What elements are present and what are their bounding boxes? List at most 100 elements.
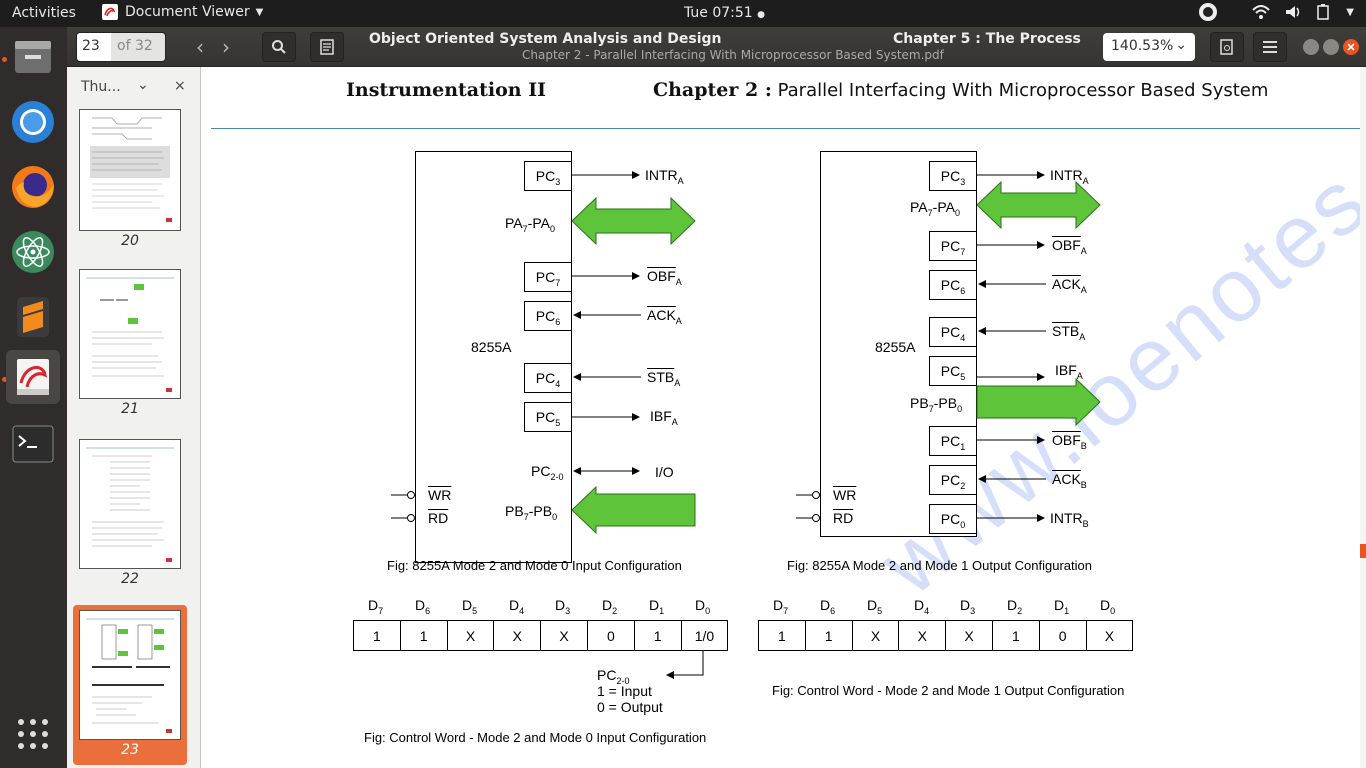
thumbnail-page-23[interactable]: 23 bbox=[73, 605, 187, 765]
header-rule bbox=[211, 128, 1360, 129]
cw1-caption: Fig: Control Word - Mode 2 and Mode 0 In… bbox=[364, 730, 707, 745]
close-icon bbox=[1347, 43, 1355, 51]
fig1-intra-label: INTRA bbox=[645, 167, 684, 186]
power-icon bbox=[1317, 4, 1330, 20]
firefox-icon[interactable] bbox=[6, 160, 60, 214]
cw1-header-d5: D5 bbox=[462, 597, 478, 616]
app-menu[interactable]: Document Viewer ▼ bbox=[101, 3, 263, 21]
close-window-button[interactable] bbox=[1343, 39, 1359, 55]
top-bar: Activities Document Viewer ▼ Tue 07:51 ●… bbox=[0, 0, 1366, 27]
thumbnail-page-20[interactable]: 20 bbox=[73, 109, 187, 249]
cw2-header-d3: D3 bbox=[960, 597, 976, 616]
zoom-selector[interactable]: 140.53% ⌄ bbox=[1103, 33, 1195, 61]
fig2-pc3-box: PC3 bbox=[929, 161, 977, 191]
activities-button[interactable]: Activities bbox=[12, 5, 76, 21]
dock bbox=[0, 27, 67, 768]
menu-button[interactable] bbox=[1253, 32, 1287, 62]
chevron-down-icon: ▼ bbox=[255, 6, 264, 18]
fig1-chip-label: 8255A bbox=[471, 339, 512, 355]
vertical-scrollbar[interactable] bbox=[1360, 67, 1366, 768]
fig2-pc0-box: PC0 bbox=[929, 504, 977, 534]
cw1-header-d4: D4 bbox=[509, 597, 525, 616]
fig2-pc1-box: PC1 bbox=[929, 426, 977, 456]
fig1-pa-label: PA7-PA0 bbox=[505, 215, 555, 234]
fig1-stba-label: STBA bbox=[647, 369, 681, 388]
cw1-bit-d0: 1/0 bbox=[680, 620, 729, 651]
thumbnail-page-21[interactable]: 21 bbox=[73, 269, 187, 417]
cw2-bit-d5: X bbox=[851, 620, 900, 651]
cw1-bit-d1: 1 bbox=[633, 620, 682, 651]
fig2-pb-label: PB7-PB0 bbox=[910, 395, 963, 414]
cw1-header-d0: D0 bbox=[695, 597, 711, 616]
cw2-header-d6: D6 bbox=[820, 597, 836, 616]
cw2-header-d2: D2 bbox=[1007, 597, 1023, 616]
files-icon[interactable] bbox=[6, 30, 60, 84]
show-applications-icon[interactable] bbox=[6, 707, 60, 761]
cw2-caption: Fig: Control Word - Mode 2 and Mode 1 Ou… bbox=[772, 683, 1125, 698]
fig1-io-label: I/O bbox=[655, 464, 674, 480]
running-indicator bbox=[2, 57, 7, 62]
document-viewer-dock-icon[interactable] bbox=[6, 350, 60, 404]
system-tray[interactable]: ▼ bbox=[1198, 2, 1354, 22]
page-selector[interactable]: 23 of 32 bbox=[76, 32, 166, 62]
annotations-button[interactable] bbox=[310, 32, 344, 62]
minimize-button[interactable] bbox=[1303, 39, 1319, 55]
page-header-left: Instrumentation II bbox=[346, 79, 546, 101]
document-properties-icon bbox=[1220, 39, 1233, 55]
maximize-button[interactable] bbox=[1323, 39, 1339, 55]
cw1-bit-d7: 1 bbox=[353, 620, 401, 651]
page-thumbnail-image bbox=[79, 269, 181, 399]
fig1-pc6-box: PC6 bbox=[524, 301, 572, 331]
document-annotations-icon bbox=[320, 39, 334, 55]
cw2-bit-d6: 1 bbox=[804, 620, 853, 651]
bookmark-button[interactable] bbox=[1210, 32, 1244, 62]
cw1-note-input: 1 = Input bbox=[597, 683, 652, 699]
page-label: 21 bbox=[121, 401, 139, 417]
clock[interactable]: Tue 07:51 ● bbox=[684, 5, 766, 21]
page-thumbnail-image bbox=[79, 439, 181, 569]
fig2-acka-label: ACKA bbox=[1052, 276, 1087, 295]
chapter-label: Chapter 2 : bbox=[653, 79, 772, 101]
page-label: 20 bbox=[121, 233, 139, 249]
window-title-right: Chapter 5 : The Process bbox=[893, 31, 1081, 47]
fig1-ibfa-label: IBFA bbox=[650, 408, 678, 427]
cw1-header-d2: D2 bbox=[602, 597, 618, 616]
cw1-note-pc: PC2-0 bbox=[597, 667, 630, 686]
window-subtitle: Chapter 2 - Parallel Interfacing With Mi… bbox=[522, 48, 944, 62]
close-sidebar-icon[interactable]: × bbox=[174, 78, 186, 94]
document-page[interactable]: Instrumentation II Chapter 2 : Parallel … bbox=[201, 67, 1360, 768]
atom-icon[interactable] bbox=[6, 225, 60, 279]
fig1-obfa-label: OBFA bbox=[647, 268, 682, 287]
scrollbar-thumb[interactable] bbox=[1360, 544, 1366, 558]
search-button[interactable] bbox=[262, 32, 296, 62]
page-count: of 32 bbox=[111, 33, 165, 61]
fig2-obfb-label: OBFB bbox=[1052, 432, 1087, 451]
cw2-table: 1 1 X X X 1 0 X bbox=[758, 620, 1134, 651]
page-number-input[interactable]: 23 bbox=[77, 33, 111, 61]
cw1-bit-d4: X bbox=[493, 620, 542, 651]
chromium-icon[interactable] bbox=[6, 95, 60, 149]
previous-page-icon[interactable]: ‹ bbox=[196, 35, 204, 59]
chevron-down-icon[interactable]: ⌄ bbox=[137, 77, 149, 93]
fig2-rd-label: RD bbox=[833, 510, 854, 526]
running-indicator bbox=[2, 377, 7, 382]
sidebar-mode-selector[interactable]: Thu... bbox=[81, 79, 121, 95]
cw2-header-d0: D0 bbox=[1100, 597, 1116, 616]
page-header-right: Chapter 2 : Parallel Interfacing With Mi… bbox=[653, 79, 1268, 101]
sublime-text-icon[interactable] bbox=[6, 290, 60, 344]
chapter-title: Parallel Interfacing With Microprocessor… bbox=[771, 80, 1269, 101]
next-page-icon[interactable]: › bbox=[222, 35, 230, 59]
thumbnail-page-22[interactable]: 22 bbox=[73, 439, 187, 587]
update-indicator-icon bbox=[1199, 3, 1218, 21]
header-bar: 23 of 32 ‹ › Object Oriented System Anal… bbox=[67, 27, 1366, 67]
diagram-arrows bbox=[391, 171, 1101, 679]
chevron-down-icon: ▼ bbox=[1346, 6, 1354, 18]
cw1-bit-d6: 1 bbox=[399, 620, 448, 651]
fig2-intrb-label: INTRB bbox=[1050, 510, 1089, 529]
document-viewer-icon bbox=[102, 4, 118, 20]
page-label: 23 bbox=[121, 742, 139, 758]
cw1-bit-d5: X bbox=[446, 620, 495, 651]
clock-text: Tue 07:51 bbox=[684, 5, 753, 21]
terminal-icon[interactable] bbox=[6, 417, 60, 471]
zoom-level: 140.53% bbox=[1111, 38, 1174, 54]
